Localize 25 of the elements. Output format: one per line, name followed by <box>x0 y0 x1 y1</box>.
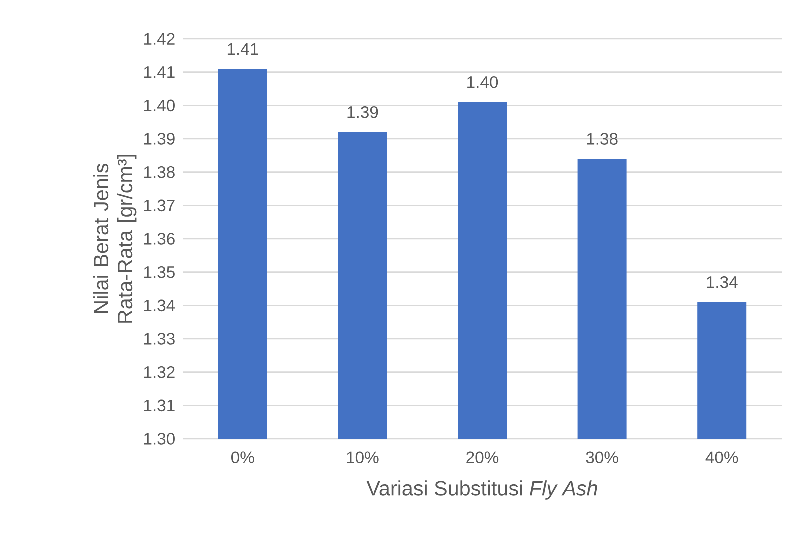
y-tick-label: 1.37 <box>144 200 175 212</box>
data-label: 1.38 <box>587 133 618 145</box>
x-axis-title: Variasi Substitusi Fly Ash <box>366 480 598 500</box>
x-tick-label: 30% <box>586 452 618 464</box>
y-tick-label: 1.35 <box>144 266 175 278</box>
y-tick-label: 1.32 <box>144 366 175 378</box>
y-tick-label: 1.31 <box>144 400 175 412</box>
data-label: 1.39 <box>348 106 378 118</box>
x-tick-label: 40% <box>706 452 738 464</box>
x-tick-label: 10% <box>347 452 379 464</box>
x-tick-label: 0% <box>232 452 254 464</box>
y-tick-label: 1.34 <box>144 300 176 312</box>
x-tick-label: 20% <box>466 452 499 464</box>
data-label: 1.34 <box>707 276 738 288</box>
y-axis-title: Nilai Berat Jenis Rata-Rata [gr/cm³] <box>93 154 137 323</box>
y-tick-label: 1.36 <box>144 233 175 245</box>
y-tick-label: 1.40 <box>144 100 175 112</box>
y-tick-label: 1.41 <box>144 66 175 78</box>
y-tick-label: 1.39 <box>144 133 175 145</box>
data-label: 1.40 <box>468 76 498 88</box>
y-tick-label: 1.38 <box>144 166 175 178</box>
y-tick-label: 1.33 <box>144 333 175 345</box>
y-tick-label: 1.30 <box>144 433 175 445</box>
data-label: 1.41 <box>228 43 258 55</box>
y-tick-label: 1.42 <box>144 33 175 45</box>
